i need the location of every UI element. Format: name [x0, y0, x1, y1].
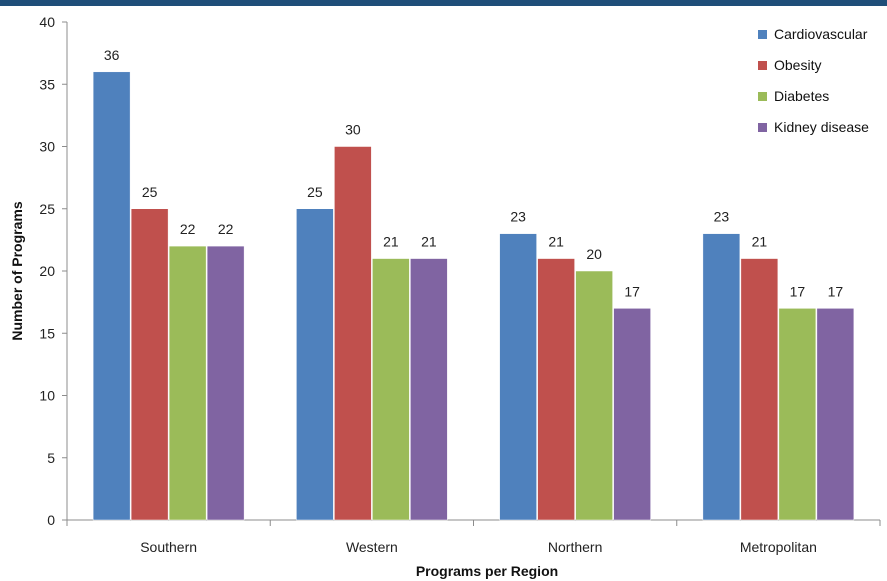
y-tick-label: 0 [47, 512, 55, 528]
y-tick-label: 35 [39, 76, 55, 92]
legend-label: Kidney disease [774, 119, 869, 135]
data-label: 25 [307, 184, 323, 200]
x-tick-label: Western [346, 539, 398, 555]
y-tick-label: 40 [39, 14, 55, 30]
data-label: 21 [548, 234, 564, 250]
x-tick-label: Metropolitan [740, 539, 817, 555]
legend-swatch [758, 61, 767, 70]
data-labels: 36 25 22 22 25 30 21 21 23 21 20 17 23 21 17 17 [104, 47, 844, 300]
legend-label: Cardiovascular [774, 26, 868, 42]
x-tick-label: Northern [548, 539, 602, 555]
legend-label: Obesity [774, 57, 821, 73]
bars [92, 71, 855, 521]
data-label: 22 [180, 221, 196, 237]
data-label: 30 [345, 122, 361, 138]
bar-cardiovascular [92, 71, 131, 521]
data-label: 23 [510, 209, 526, 225]
y-tick-label: 10 [39, 388, 55, 404]
bar-cardiovascular [499, 233, 537, 521]
x-axis-title: Programs per Region [416, 563, 558, 579]
bar-obesity [334, 146, 372, 521]
data-label: 23 [714, 209, 730, 225]
data-label: 21 [752, 234, 768, 250]
bar-obesity [130, 208, 169, 521]
data-label: 36 [104, 47, 120, 63]
bar-kidney-disease [613, 308, 651, 521]
data-label: 22 [218, 221, 234, 237]
legend-label: Diabetes [774, 88, 829, 104]
y-tick-label: 5 [47, 450, 55, 466]
bar-cardiovascular [296, 208, 334, 521]
data-label: 17 [790, 283, 806, 299]
header-bar [0, 0, 887, 6]
bar-obesity [740, 258, 779, 521]
data-label: 21 [421, 234, 437, 250]
bar-kidney-disease [410, 258, 448, 521]
x-tick-label: Southern [140, 539, 197, 555]
y-axis-title: Number of Programs [9, 201, 25, 340]
legend-swatch [758, 30, 767, 39]
data-label: 20 [586, 246, 602, 262]
bar-diabetes [372, 258, 410, 521]
bar-cardiovascular [702, 233, 741, 521]
y-tick-label: 20 [39, 263, 55, 279]
legend-swatch [758, 92, 767, 101]
y-tick-label: 15 [39, 325, 55, 341]
bar-kidney-disease [816, 308, 855, 521]
legend: Cardiovascular Obesity Diabetes Kidney dise… [758, 26, 869, 135]
bar-obesity [537, 258, 575, 521]
data-label: 17 [624, 283, 640, 299]
bar-kidney-disease [206, 245, 245, 521]
y-tick-label: 25 [39, 201, 55, 217]
legend-swatch [758, 123, 767, 132]
data-label: 25 [142, 184, 158, 200]
bar-diabetes [575, 270, 613, 521]
bar-diabetes [168, 245, 207, 521]
bar-diabetes [778, 308, 817, 521]
y-tick-label: 30 [39, 139, 55, 155]
data-label: 17 [828, 283, 844, 299]
data-label: 21 [383, 234, 399, 250]
